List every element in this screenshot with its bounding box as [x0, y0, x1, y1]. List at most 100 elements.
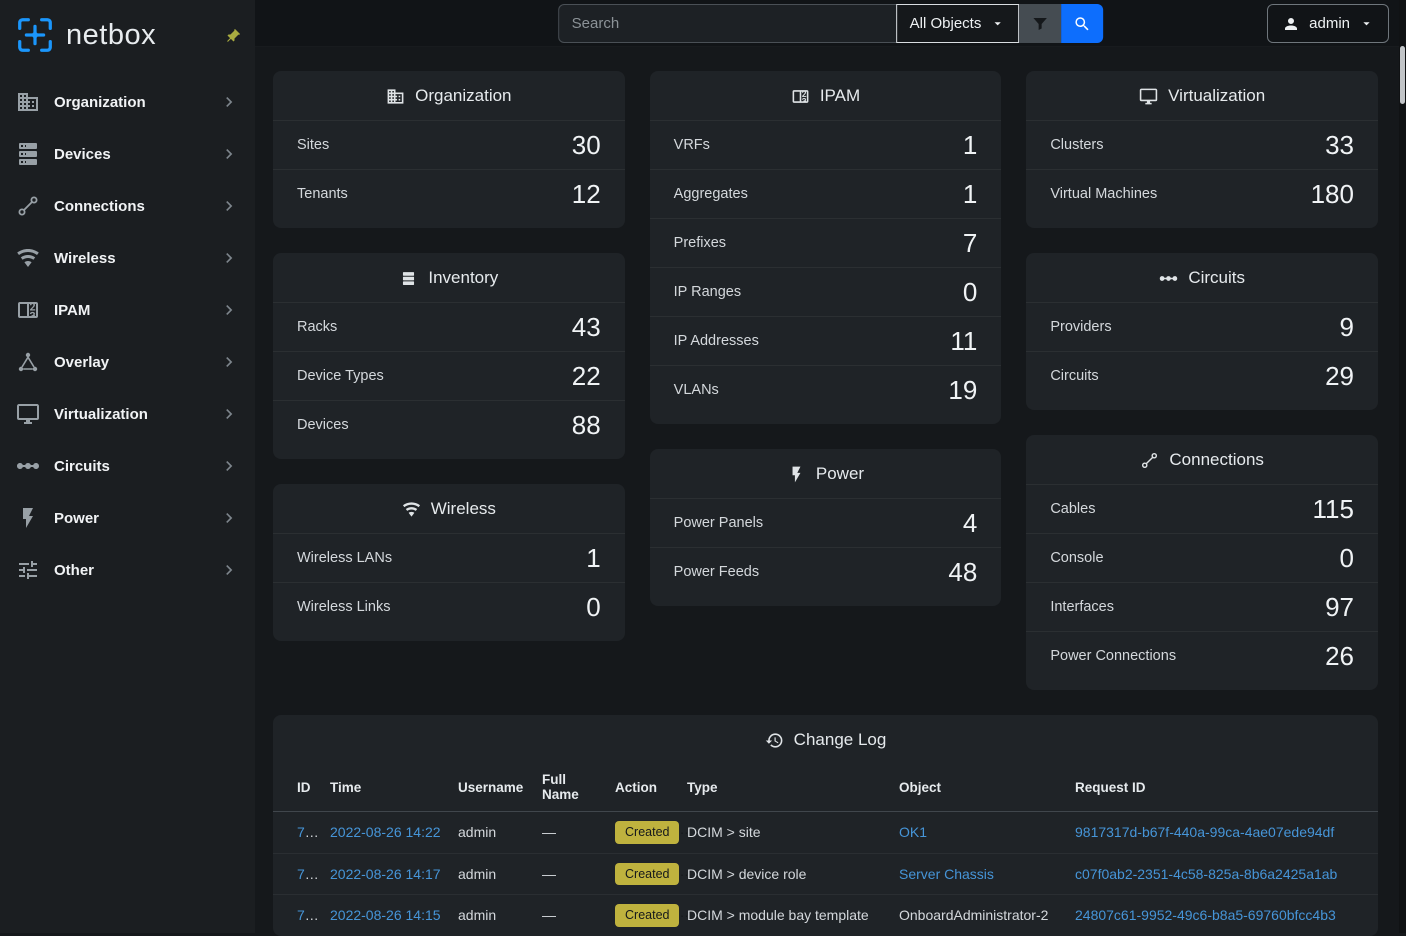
user-menu-button[interactable]: admin	[1267, 4, 1389, 43]
stat-label[interactable]: Wireless Links	[297, 599, 390, 615]
stat-value[interactable]: 1	[586, 543, 600, 574]
sidebar-item-label: Devices	[54, 146, 205, 163]
scrollbar-thumb[interactable]	[1400, 46, 1405, 104]
stat-value[interactable]: 29	[1325, 361, 1354, 392]
stat-label[interactable]: Power Panels	[674, 515, 763, 531]
wireless-card: Wireless Wireless LANs 1 Wireless Links …	[273, 484, 625, 641]
stat-value[interactable]: 180	[1311, 179, 1354, 210]
sidebar-item-label: Virtualization	[54, 406, 205, 423]
change-object-link[interactable]: Server Chassis	[899, 866, 994, 882]
stat-value[interactable]: 7	[963, 228, 977, 259]
stat-label[interactable]: Interfaces	[1050, 599, 1114, 615]
stat-label[interactable]: Wireless LANs	[297, 550, 392, 566]
change-id-link[interactable]: 755	[297, 824, 320, 840]
filter-icon	[1031, 15, 1049, 33]
change-type: DCIM > module bay template	[687, 907, 869, 923]
object-type-dropdown[interactable]: All Objects	[896, 4, 1020, 43]
sidebar-item-devices[interactable]: Devices	[0, 128, 255, 180]
stat-label[interactable]: Cables	[1050, 501, 1095, 517]
request-id-link[interactable]: 24807c61-9952-49c6-b8a5-69760bfcc4b3	[1075, 907, 1336, 923]
sidebar-item-circuits[interactable]: Circuits	[0, 440, 255, 492]
stat-label[interactable]: IP Ranges	[674, 284, 741, 300]
chevron-right-icon	[219, 352, 239, 372]
search-input[interactable]	[558, 4, 896, 43]
stat-label[interactable]: Providers	[1050, 319, 1111, 335]
stat-label[interactable]: Power Connections	[1050, 648, 1176, 664]
inventory-card: Inventory Racks 43 Device Types 22 Devic…	[273, 253, 625, 459]
sidebar-item-virtualization[interactable]: Virtualization	[0, 388, 255, 440]
change-log-header: Change Log	[273, 715, 1378, 764]
change-log-card: Change Log ID Time Username Full Name Ac…	[273, 715, 1378, 936]
stat-value[interactable]: 26	[1325, 641, 1354, 672]
stat-label[interactable]: IP Addresses	[674, 333, 759, 349]
stat-label[interactable]: Sites	[297, 137, 329, 153]
action-badge-created: Created	[615, 821, 679, 844]
graph-icon	[16, 350, 40, 374]
chevron-right-icon	[219, 300, 239, 320]
stat-value[interactable]: 97	[1325, 592, 1354, 623]
stat-value[interactable]: 4	[963, 508, 977, 539]
ipam-card-header: IPAM	[650, 71, 1002, 120]
sidebar-item-organization[interactable]: Organization	[0, 76, 255, 128]
stat-label[interactable]: Clusters	[1050, 137, 1103, 153]
stat-value[interactable]: 43	[572, 312, 601, 343]
netbox-logo[interactable]: netbox	[14, 14, 224, 56]
change-time-link[interactable]: 2022-08-26 14:15	[330, 907, 441, 923]
sidebar-item-overlay[interactable]: Overlay	[0, 336, 255, 388]
stat-value[interactable]: 33	[1325, 130, 1354, 161]
change-time-link[interactable]: 2022-08-26 14:17	[330, 866, 441, 882]
change-id-link[interactable]: 753	[297, 907, 320, 923]
chevron-right-icon	[219, 248, 239, 268]
stat-label[interactable]: Aggregates	[674, 186, 748, 202]
stat-value[interactable]: 22	[572, 361, 601, 392]
stat-label[interactable]: Tenants	[297, 186, 348, 202]
column-header-username: Username	[458, 764, 542, 812]
stat-label[interactable]: Devices	[297, 417, 349, 433]
search-button[interactable]	[1061, 4, 1103, 43]
sidebar-item-other[interactable]: Other	[0, 544, 255, 596]
connections-card: Connections Cables 115 Console 0 Interfa…	[1026, 435, 1378, 690]
stat-row-wireless-lans: Wireless LANs 1	[273, 533, 625, 582]
stat-label[interactable]: VRFs	[674, 137, 710, 153]
stat-value[interactable]: 0	[1340, 543, 1354, 574]
stat-value[interactable]: 88	[572, 410, 601, 441]
stat-value[interactable]: 1	[963, 179, 977, 210]
stat-label[interactable]: Racks	[297, 319, 337, 335]
pin-icon[interactable]	[220, 24, 244, 48]
stat-value[interactable]: 12	[572, 179, 601, 210]
stat-value[interactable]: 9	[1340, 312, 1354, 343]
change-type: DCIM > site	[687, 824, 761, 840]
stat-value[interactable]: 30	[572, 130, 601, 161]
change-id-link[interactable]: 754	[297, 866, 320, 882]
change-object-link[interactable]: OK1	[899, 824, 927, 840]
page-scrollbar[interactable]	[1399, 0, 1406, 933]
stat-label[interactable]: Virtual Machines	[1050, 186, 1157, 202]
request-id-link[interactable]: 9817317d-b67f-440a-99ca-4ae07ede94df	[1075, 824, 1334, 840]
stat-label[interactable]: Console	[1050, 550, 1103, 566]
stat-label[interactable]: VLANs	[674, 382, 719, 398]
sidebar-item-wireless[interactable]: Wireless	[0, 232, 255, 284]
stat-value[interactable]: 11	[950, 326, 977, 357]
stat-value[interactable]: 48	[948, 557, 977, 588]
request-id-link[interactable]: c07f0ab2-2351-4c58-825a-8b6a2425a1ab	[1075, 866, 1337, 882]
sidebar-item-connections[interactable]: Connections	[0, 180, 255, 232]
filter-button[interactable]	[1019, 4, 1061, 43]
stat-row-vrfs: VRFs 1	[650, 120, 1002, 169]
sidebar-item-ipam[interactable]: IPAM	[0, 284, 255, 336]
dashboard-column-2: IPAM VRFs 1 Aggregates 1 Prefixes 7 IP R…	[650, 71, 1002, 606]
sidebar-item-label: IPAM	[54, 302, 205, 319]
stat-label[interactable]: Circuits	[1050, 368, 1098, 384]
stat-label[interactable]: Power Feeds	[674, 564, 759, 580]
stat-value[interactable]: 19	[948, 375, 977, 406]
stat-value[interactable]: 115	[1313, 494, 1354, 525]
stat-label[interactable]: Prefixes	[674, 235, 726, 251]
wifi-icon	[16, 246, 40, 270]
stat-value[interactable]: 1	[963, 130, 977, 161]
stat-value[interactable]: 0	[586, 592, 600, 623]
stat-value[interactable]: 0	[963, 277, 977, 308]
stat-label[interactable]: Device Types	[297, 368, 384, 384]
circuits-card-header: Circuits	[1026, 253, 1378, 302]
sidebar-item-label: Overlay	[54, 354, 205, 371]
sidebar-item-power[interactable]: Power	[0, 492, 255, 544]
change-time-link[interactable]: 2022-08-26 14:22	[330, 824, 441, 840]
